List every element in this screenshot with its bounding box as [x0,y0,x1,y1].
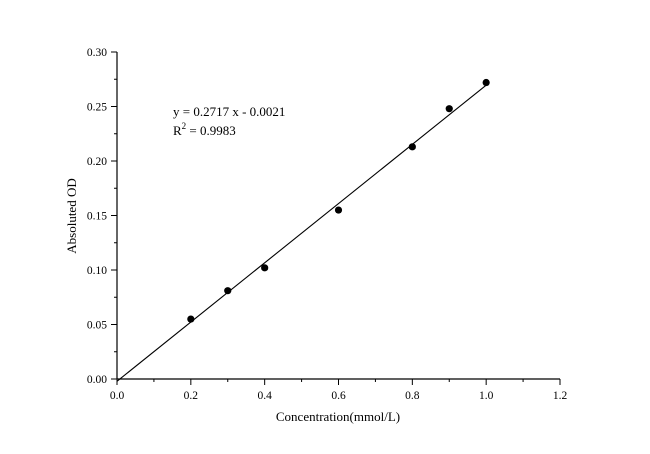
r-squared-value: = 0.9983 [186,123,236,138]
y-tick-label: 0.15 [87,211,107,223]
y-tick-label: 0.30 [87,47,107,59]
data-point [445,105,453,113]
data-point [334,206,343,214]
x-tick-label: 0.2 [184,390,199,402]
r-squared-superscript: 2 [182,121,187,131]
y-tick-label: 0.00 [87,374,107,386]
data-point [187,315,195,323]
y-axis-ticks: 0.00 0.05 0.10 0.15 0.20 0.25 0.30 [87,47,117,386]
r-squared-annotation: R2 = 0.9983 [173,121,236,138]
data-point [261,264,269,272]
x-axis-title: Concentration(mmol/L) [276,409,400,424]
y-tick-label: 0.05 [87,320,107,332]
y-axis-title: Absoluted OD [64,178,79,253]
x-axis-ticks: 0.0 0.2 0.4 0.6 0.8 1.0 1.2 [110,379,568,402]
axes [116,52,560,380]
x-tick-label: 0.4 [257,390,272,402]
linear-fit-line [116,84,487,382]
data-point [224,287,232,295]
data-points [187,78,490,323]
data-point [482,78,490,87]
r-squared-prefix: R [173,123,182,138]
x-tick-label: 0.0 [110,390,125,402]
y-tick-label: 0.10 [87,265,107,277]
x-tick-label: 0.8 [405,390,420,402]
x-tick-label: 1.0 [479,390,494,402]
fit-line-group [116,84,487,382]
data-point [408,143,416,151]
y-tick-label: 0.25 [87,102,107,114]
y-tick-label: 0.20 [87,156,107,168]
equation-annotation: y = 0.2717 x - 0.0021 [173,104,285,119]
x-tick-label: 0.6 [331,390,346,402]
x-tick-label: 1.2 [553,390,568,402]
